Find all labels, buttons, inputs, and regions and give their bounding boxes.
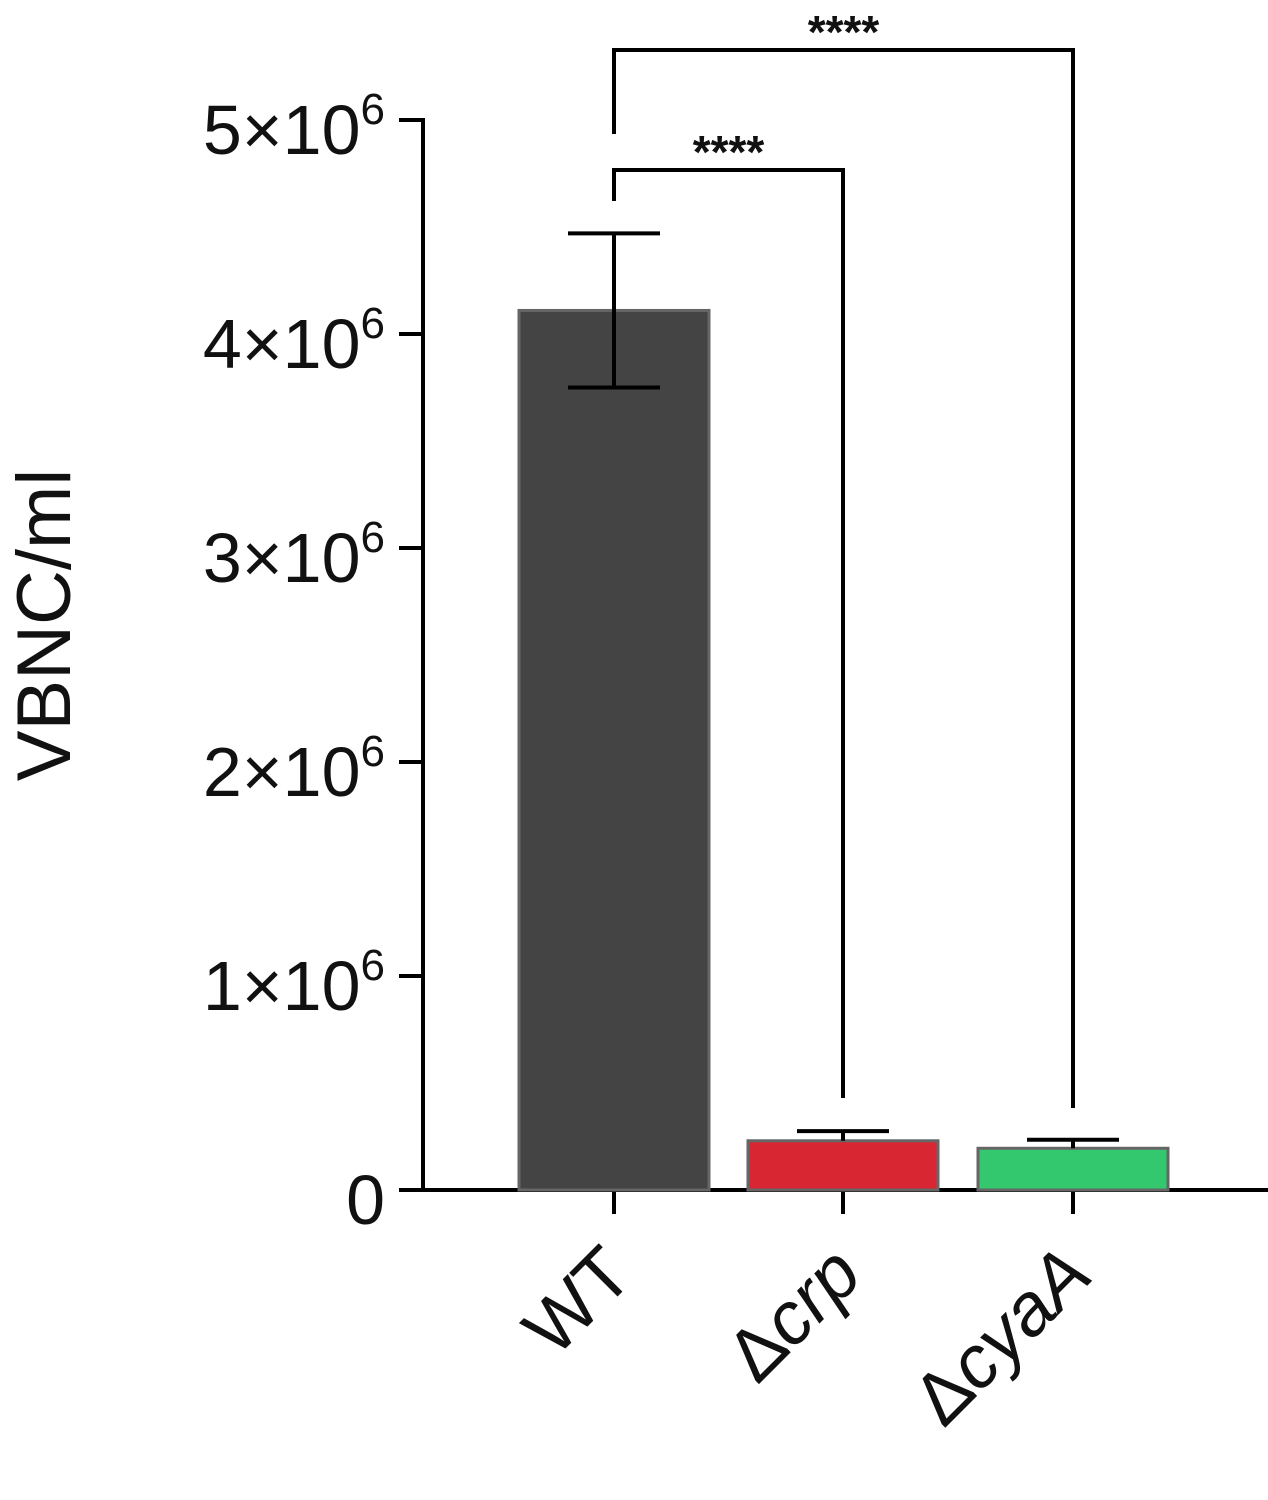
x-category-label: Δcrp (710, 1231, 876, 1397)
y-tick-label: 4×106 (203, 299, 385, 383)
error-bars-group (568, 231, 1119, 1149)
x-category-label: ΔcyaA (896, 1231, 1106, 1441)
bar (746, 1139, 940, 1192)
y-tick-base: 2×10 (203, 733, 361, 811)
y-tick-base: 4×10 (203, 305, 361, 383)
bars-group (517, 308, 1170, 1192)
y-tick-base: 5×10 (203, 91, 361, 169)
x-category-label: WT (507, 1231, 647, 1371)
y-tick-exponent: 6 (361, 85, 385, 134)
category-name: WT (507, 1231, 647, 1371)
y-tick-label: 0 (346, 1161, 385, 1239)
y-tick-exponent: 6 (361, 299, 385, 348)
y-tick-label: 3×106 (203, 513, 385, 597)
y-tick-base: 3×10 (203, 519, 361, 597)
significance-bracket (612, 48, 1075, 1108)
significance-group: **** **** (612, 6, 1075, 1108)
y-tick-label: 2×106 (203, 727, 385, 811)
y-tick-base: 1×10 (203, 947, 361, 1025)
y-tick-exponent: 6 (361, 727, 385, 776)
y-axis-title: VBNC/ml (2, 469, 87, 781)
bar (976, 1146, 1170, 1192)
significance-bracket (612, 168, 845, 1098)
y-tick-exponent: 6 (361, 513, 385, 562)
significance-label: **** (808, 6, 880, 58)
y-tick-label: 1×106 (203, 941, 385, 1025)
significance-label: **** (693, 126, 765, 178)
y-tick-label: 5×106 (203, 85, 385, 169)
bar (517, 308, 711, 1192)
y-tick-exponent: 6 (361, 941, 385, 990)
